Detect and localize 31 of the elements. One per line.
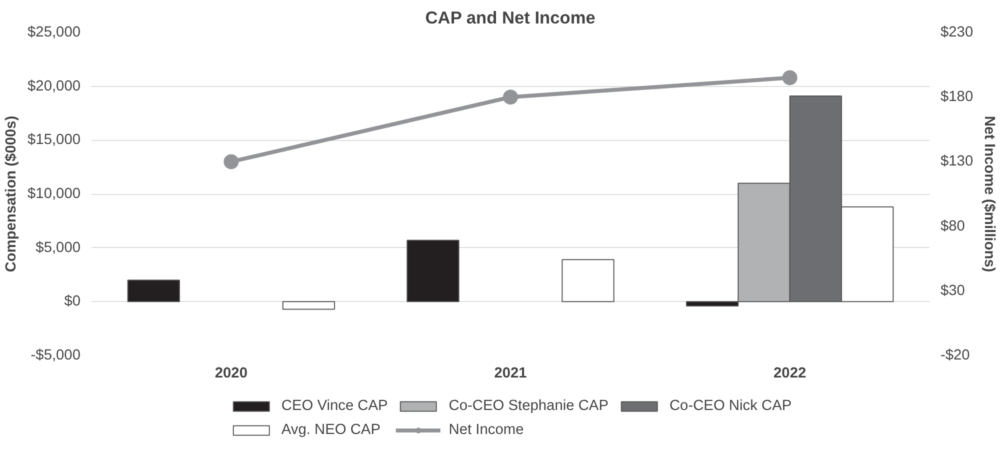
bar: [127, 280, 180, 302]
y-tick-label: $25,000: [28, 24, 81, 40]
bar: [562, 259, 614, 302]
y-axis-title: Compensation ($000s): [4, 116, 20, 272]
y2-tick-label: $80: [940, 218, 965, 234]
point: [224, 154, 239, 170]
bar: [406, 240, 460, 302]
point: [503, 90, 518, 105]
y2-tick-label: $180: [940, 89, 974, 106]
y2-tick-label: $130: [940, 154, 974, 170]
y-tick-label: $10,000: [28, 186, 81, 202]
legend-label: Co-CEO Nick CAP: [669, 398, 792, 414]
x-tick-label: 2021: [494, 366, 527, 382]
y2-axis-title: Net Income ($millions): [981, 116, 998, 272]
y-tick-label: -$5,000: [30, 348, 81, 364]
point: [782, 70, 798, 86]
y2-tick-label: $230: [940, 24, 974, 40]
bar: [282, 301, 336, 310]
y-tick-label: $15,000: [28, 132, 81, 148]
legend-label: Net Income: [448, 422, 524, 438]
x-tick-label: 2022: [774, 366, 806, 382]
x-tick-label: 2020: [214, 366, 248, 382]
y-tick-label: $20,000: [28, 78, 81, 94]
legend-label: CEO Vince CAP: [281, 398, 388, 414]
chart-title: CAP and Net Income: [425, 8, 596, 28]
legend-label: Co-CEO Stephanie CAP: [448, 398, 608, 414]
y-tick-label: $0: [64, 294, 81, 310]
y-tick-label: $5,000: [36, 240, 80, 256]
y2-tick-label: -$20: [940, 348, 970, 364]
y2-tick-label: $30: [940, 282, 965, 299]
legend-label: Avg. NEO CAP: [281, 422, 380, 438]
